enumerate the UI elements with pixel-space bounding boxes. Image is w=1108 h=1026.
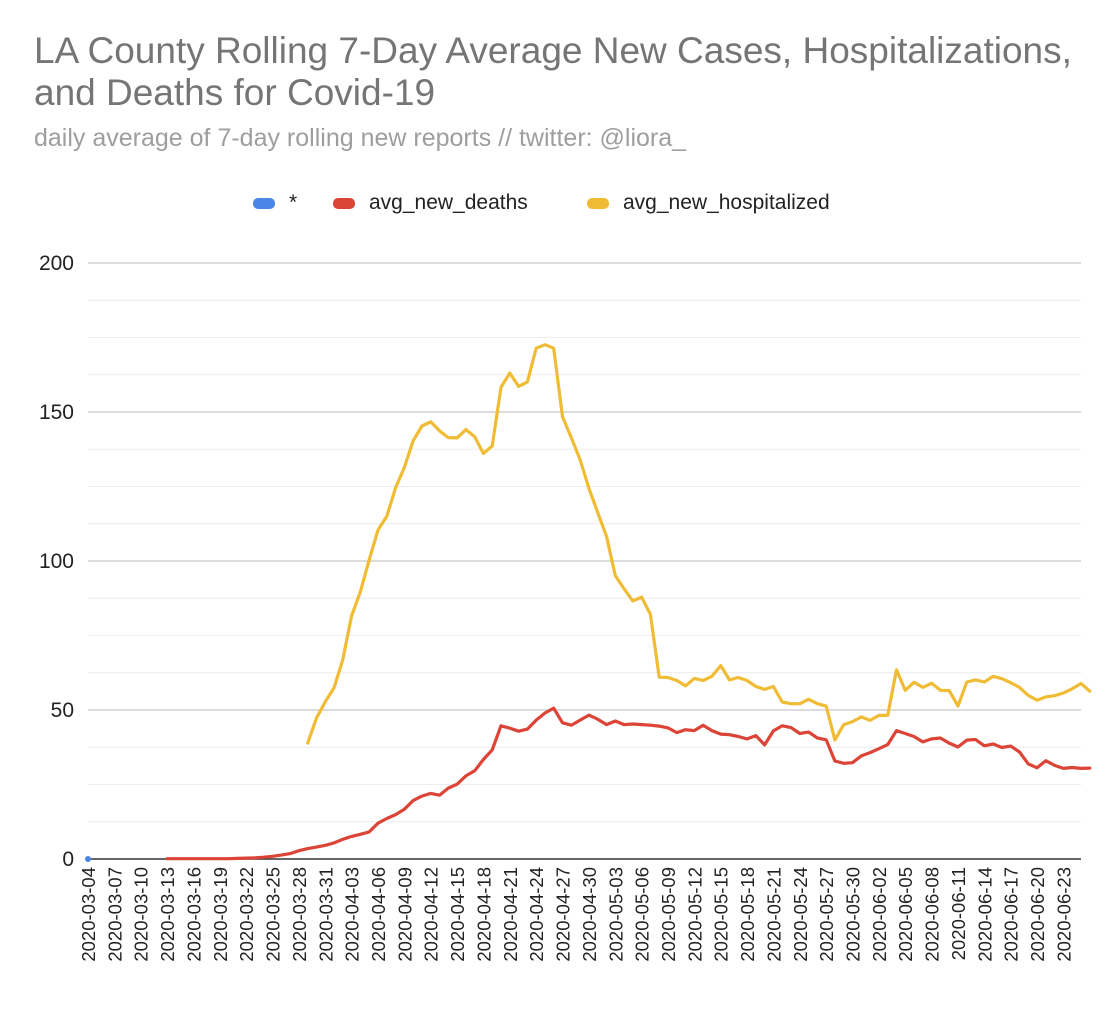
series-point-asterisk (85, 856, 91, 862)
x-tick-label: 2020-06-23 (1053, 867, 1074, 962)
y-tick-label: 200 (39, 252, 74, 275)
x-tick-label: 2020-06-11 (948, 867, 969, 960)
legend-item-asterisk[interactable]: * (253, 186, 297, 220)
x-tick-label: 2020-05-15 (711, 867, 732, 962)
x-tick-label: 2020-05-30 (843, 867, 864, 962)
legend-label-asterisk: * (289, 191, 298, 214)
legend-swatch-asterisk (253, 197, 275, 209)
x-tick-label: 2020-04-21 (500, 867, 521, 962)
series-line-avg-new-deaths (165, 706, 1092, 861)
x-tick-label: 2020-03-19 (210, 867, 231, 962)
x-tick-label: 2020-06-05 (895, 867, 916, 962)
legend-swatch-avg-new-hospitalized (587, 197, 609, 209)
chart-legend: * avg_new_deaths avg_new_hospitalized (0, 186, 1108, 220)
x-tick-label: 2020-04-09 (394, 867, 415, 962)
legend-item-avg-new-deaths[interactable]: avg_new_deaths (333, 186, 528, 220)
x-tick-label: 2020-04-18 (473, 867, 494, 962)
x-tick-label: 2020-05-18 (737, 867, 758, 962)
x-tick-label: 2020-03-28 (289, 867, 310, 962)
y-tick-label: 50 (51, 699, 74, 722)
x-tick-label: 2020-05-03 (605, 867, 626, 962)
x-tick-label: 2020-06-02 (869, 867, 890, 962)
legend-item-avg-new-hospitalized[interactable]: avg_new_hospitalized (587, 186, 830, 220)
x-tick-label: 2020-03-13 (157, 867, 178, 962)
x-tick-label: 2020-06-14 (974, 867, 995, 962)
x-tick-label: 2020-04-03 (342, 867, 363, 962)
y-tick-label: 100 (39, 550, 74, 573)
x-tick-label: 2020-03-10 (131, 867, 152, 962)
y-tick-label: 150 (39, 401, 74, 424)
x-tick-label: 2020-03-31 (315, 867, 336, 962)
x-tick-label: 2020-04-30 (579, 867, 600, 962)
x-tick-label: 2020-05-24 (790, 867, 811, 962)
chart-title: LA County Rolling 7-Day Average New Case… (34, 30, 1072, 113)
x-tick-label: 2020-03-25 (263, 867, 284, 962)
x-tick-label: 2020-04-12 (421, 867, 442, 962)
x-tick-label: 2020-04-06 (368, 867, 389, 962)
x-tick-label: 2020-03-16 (183, 867, 204, 962)
x-tick-label: 2020-04-27 (553, 867, 574, 962)
y-tick-label: 0 (62, 848, 74, 871)
x-tick-label: 2020-04-15 (447, 867, 468, 962)
x-tick-label: 2020-06-08 (922, 867, 943, 962)
x-tick-label: 2020-05-06 (632, 867, 653, 962)
chart-subtitle: daily average of 7-day rolling new repor… (34, 124, 687, 152)
x-tick-label: 2020-05-27 (816, 867, 837, 962)
legend-label-avg-new-deaths: avg_new_deaths (369, 191, 528, 214)
x-tick-label: 2020-03-22 (236, 867, 257, 962)
series-line-avg-new-hospitalized (306, 343, 1092, 745)
x-tick-label: 2020-03-04 (78, 867, 99, 962)
x-tick-label: 2020-05-09 (658, 867, 679, 962)
legend-label-avg-new-hospitalized: avg_new_hospitalized (623, 191, 830, 214)
x-tick-label: 2020-04-24 (526, 867, 547, 962)
legend-swatch-avg-new-deaths (333, 197, 355, 209)
x-tick-label: 2020-06-17 (1001, 867, 1022, 962)
x-tick-label: 2020-06-20 (1027, 867, 1048, 962)
x-tick-label: 2020-05-21 (763, 867, 784, 962)
x-tick-label: 2020-03-07 (104, 867, 125, 962)
x-tick-label: 2020-05-12 (684, 867, 705, 962)
